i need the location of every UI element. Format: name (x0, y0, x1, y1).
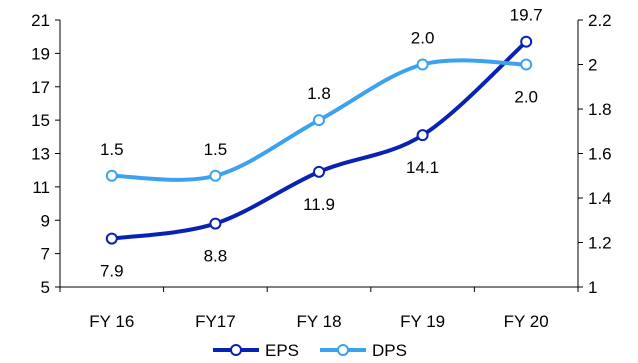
left-tick-label: 15 (31, 111, 50, 130)
right-tick-label: 1.2 (588, 234, 612, 253)
left-tick-label: 5 (41, 278, 50, 297)
left-tick-label: 19 (31, 44, 50, 63)
left-tick-label: 11 (32, 178, 50, 197)
left-tick-label: 7 (41, 245, 50, 264)
x-tick-label: FY 19 (400, 312, 445, 331)
eps-data-label: 8.8 (204, 247, 228, 266)
left-tick-label: 13 (31, 145, 50, 164)
x-axis: FY 16 FY17 FY 18 FY 19 FY 20 (59, 286, 579, 331)
right-tick-label: 1 (588, 278, 597, 297)
dps-data-label: 1.8 (307, 84, 331, 103)
dps-legend-marker (337, 344, 349, 356)
eps-data-label: 19.7 (510, 6, 543, 25)
dps-data-label: 2.0 (411, 29, 435, 48)
right-tick-label: 2 (588, 56, 597, 75)
dps-point (416, 58, 429, 71)
right-axis: 1 1.2 1.4 1.6 1.8 2 2.2 (577, 11, 612, 297)
dps-data-label: 2.0 (514, 88, 538, 107)
dps-point (105, 169, 118, 182)
x-tick-label: FY 16 (89, 312, 134, 331)
eps-data-label: 14.1 (406, 158, 439, 177)
left-tick-label: 21 (31, 11, 50, 30)
eps-point (313, 165, 325, 178)
left-tick-label: 9 (41, 211, 50, 230)
eps-data-label: 11.9 (303, 195, 335, 214)
right-tick-label: 1.4 (588, 189, 612, 208)
x-tick-label: FY 18 (296, 312, 341, 331)
left-axis: 5 7 9 11 13 15 17 19 21 (31, 11, 61, 297)
dps-point (313, 114, 325, 127)
eps-legend-label: EPS (265, 341, 299, 360)
dps-point (520, 58, 533, 71)
eps-point (520, 35, 533, 48)
eps-point (209, 217, 222, 230)
dps-data-label: 1.5 (204, 140, 228, 159)
right-tick-label: 1.6 (588, 145, 612, 164)
x-tick-label: FY17 (195, 312, 236, 331)
dps-point (209, 169, 222, 182)
dps-legend-label: DPS (372, 341, 407, 360)
left-tick-label: 17 (31, 78, 50, 97)
data-labels: 7.9 8.8 11.9 14.1 19.7 1.5 1.5 1.8 2.0 2.0 (100, 6, 543, 281)
right-tick-label: 2.2 (588, 11, 612, 30)
eps-legend-marker (230, 344, 242, 356)
eps-point (105, 232, 118, 245)
eps-data-label: 7.9 (100, 262, 124, 281)
dps-data-label: 1.5 (100, 140, 124, 159)
x-tick-label: FY 20 (504, 312, 549, 331)
series-layer (105, 35, 533, 245)
eps-point (416, 129, 429, 142)
right-tick-label: 1.8 (588, 100, 612, 119)
legend: EPS DPS (213, 341, 407, 360)
